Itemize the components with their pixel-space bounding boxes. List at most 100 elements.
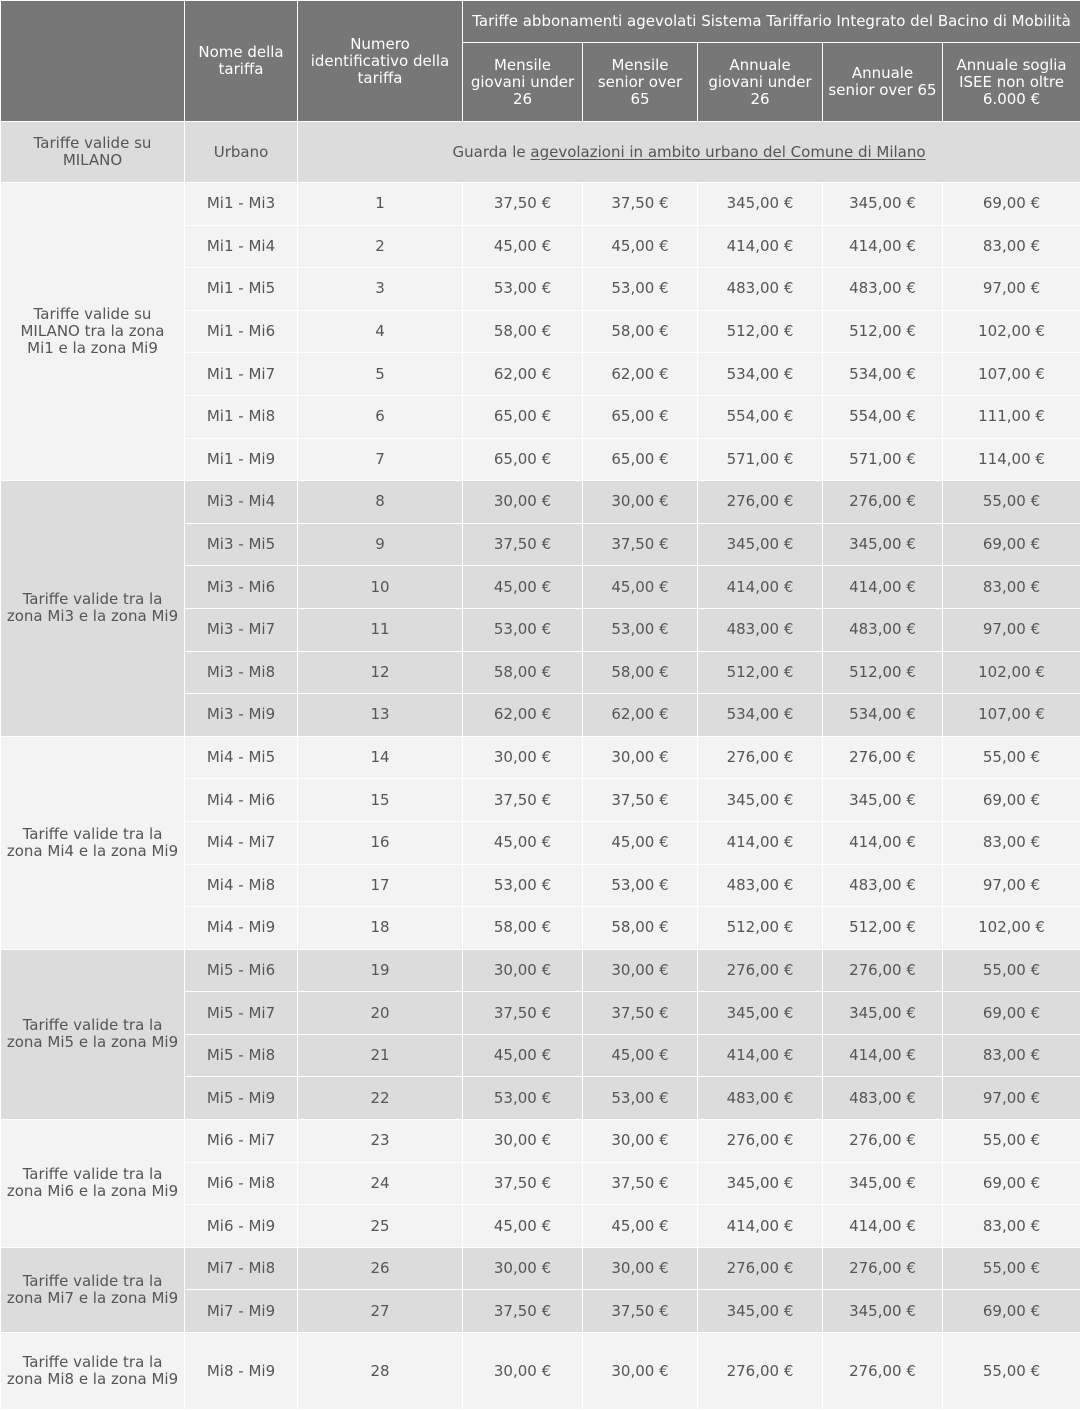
annuale-isee: 111,00 € [941,394,1080,439]
zone-group-label: Tariffe valide tra la zona Mi7 e la zona… [0,1246,185,1334]
mensile-senior: 45,00 € [582,1204,698,1248]
tariff-name: Mi3 - Mi7 [184,607,298,652]
annuale-senior: 483,00 € [822,267,943,311]
annuale-isee: 55,00 € [941,1246,1080,1291]
tariff-name: Mi1 - Mi6 [184,309,298,354]
annuale-senior: 345,00 € [822,1289,943,1334]
annuale-giovani: 483,00 € [697,1076,823,1121]
table-row: Mi1 - Mi4 2 45,00 €45,00 €414,00 €414,00 €… [1,224,1080,269]
header-annuale-senior: Annuale senior over 65 [822,42,943,122]
urban-row: Tariffe valide su MILANO Urbano Guarda l… [0,121,1080,183]
mensile-giovani: 65,00 € [462,437,583,482]
annuale-senior: 571,00 € [822,437,943,482]
annuale-isee: 102,00 € [941,906,1080,950]
annuale-giovani: 276,00 € [697,948,823,993]
urban-note: Guarda le agevolazioni in ambito urbano … [296,121,1080,183]
annuale-giovani: 276,00 € [697,480,823,524]
annuale-isee: 55,00 € [941,1119,1080,1163]
annuale-isee: 69,00 € [941,522,1080,567]
annuale-giovani: 276,00 € [697,735,823,780]
tariff-name: Mi5 - Mi7 [184,991,298,1035]
annuale-giovani: 414,00 € [697,224,823,269]
annuale-isee: 83,00 € [941,1033,1080,1078]
mensile-senior: 45,00 € [582,1033,698,1078]
annuale-senior: 534,00 € [822,352,943,396]
annuale-giovani: 534,00 € [697,352,823,396]
zone-group-label: Tariffe valide tra la zona Mi3 e la zona… [0,480,185,737]
tariff-number: 9 [297,522,463,567]
mensile-senior: 30,00 € [582,1332,698,1410]
table-body: Tariffe valide su MILANO Urbano Guarda l… [0,121,1080,1410]
urban-agevolazioni-link[interactable]: agevolazioni in ambito urbano del Comune… [530,142,926,161]
annuale-giovani: 571,00 € [697,437,823,482]
table-row: Tariffe valide tra la zona Mi3 e la zona… [0,480,1080,737]
mensile-senior: 30,00 € [582,1119,698,1163]
mensile-giovani: 58,00 € [462,906,583,950]
tariff-name: Mi1 - Mi4 [184,224,298,269]
annuale-giovani: 276,00 € [697,1246,823,1291]
annuale-senior: 483,00 € [822,607,943,652]
annuale-senior: 414,00 € [822,1204,943,1248]
header-mensile-giovani: Mensile giovani under 26 [462,42,583,122]
mensile-giovani: 53,00 € [462,1076,583,1121]
mensile-giovani: 30,00 € [462,948,583,993]
annuale-isee: 107,00 € [941,693,1080,737]
zone-group-label: Tariffe valide su MILANO tra la zona Mi1… [0,181,185,482]
tariff-name: Mi4 - Mi9 [184,906,298,950]
annuale-isee: 107,00 € [941,352,1080,396]
tariff-number: 19 [297,948,463,993]
annuale-isee: 83,00 € [941,565,1080,609]
annuale-giovani: 512,00 € [697,309,823,354]
tariff-name: Mi1 - Mi7 [184,352,298,396]
annuale-giovani: 512,00 € [697,906,823,950]
tariff-number: 5 [297,352,463,396]
annuale-senior: 345,00 € [822,522,943,567]
annuale-isee: 69,00 € [941,1289,1080,1334]
tariff-name: Mi3 - Mi9 [184,693,298,737]
mensile-senior: 37,50 € [582,778,698,822]
annuale-giovani: 483,00 € [697,863,823,908]
tariff-number: 10 [297,565,463,609]
zone-group-label: Tariffe valide tra la zona Mi5 e la zona… [0,948,185,1121]
table-row: Mi3 - Mi5 9 37,50 €37,50 €345,00 €345,00 €… [1,522,1080,567]
annuale-giovani: 414,00 € [697,1204,823,1248]
mensile-giovani: 37,50 € [462,1161,583,1206]
tariff-number: 2 [297,224,463,269]
tariff-number: 27 [297,1289,463,1334]
tariff-number: 6 [297,394,463,439]
annuale-senior: 483,00 € [822,1076,943,1121]
tariff-name: Mi3 - Mi4 [184,480,298,524]
annuale-senior: 345,00 € [822,778,943,822]
header-numero: Numero identificativo della tariffa [297,0,463,122]
mensile-giovani: 58,00 € [462,650,583,695]
annuale-giovani: 483,00 € [697,267,823,311]
mensile-senior: 65,00 € [582,394,698,439]
tariff-number: 24 [297,1161,463,1206]
tariff-number: 26 [297,1246,463,1291]
annuale-senior: 534,00 € [822,693,943,737]
table-row: Tariffe valide tra la zona Mi6 e la zona… [0,1119,1080,1248]
tariff-name: Mi1 - Mi9 [184,437,298,482]
table-row: Mi5 - Mi9 22 53,00 €53,00 €483,00 €483,00 … [1,1076,1080,1121]
annuale-senior: 512,00 € [822,309,943,354]
mensile-senior: 58,00 € [582,906,698,950]
tariff-number: 7 [297,437,463,482]
tariff-name: Mi4 - Mi6 [184,778,298,822]
tariff-name: Mi6 - Mi7 [184,1119,298,1163]
mensile-giovani: 45,00 € [462,820,583,865]
annuale-isee: 114,00 € [941,437,1080,482]
urban-tariff-name: Urbano [184,121,298,183]
annuale-senior: 276,00 € [822,1246,943,1291]
tariff-name: Mi7 - Mi8 [184,1246,298,1291]
mensile-giovani: 53,00 € [462,863,583,908]
mensile-giovani: 30,00 € [462,1332,583,1410]
mensile-giovani: 37,50 € [462,778,583,822]
table-row: Mi3 - Mi6 10 45,00 €45,00 €414,00 €414,00 … [1,565,1080,609]
mensile-senior: 37,50 € [582,522,698,567]
mensile-giovani: 30,00 € [462,1119,583,1163]
annuale-senior: 414,00 € [822,820,943,865]
mensile-giovani: 45,00 € [462,1204,583,1248]
tariff-name: Mi5 - Mi8 [184,1033,298,1078]
annuale-giovani: 414,00 € [697,820,823,865]
annuale-giovani: 414,00 € [697,1033,823,1078]
